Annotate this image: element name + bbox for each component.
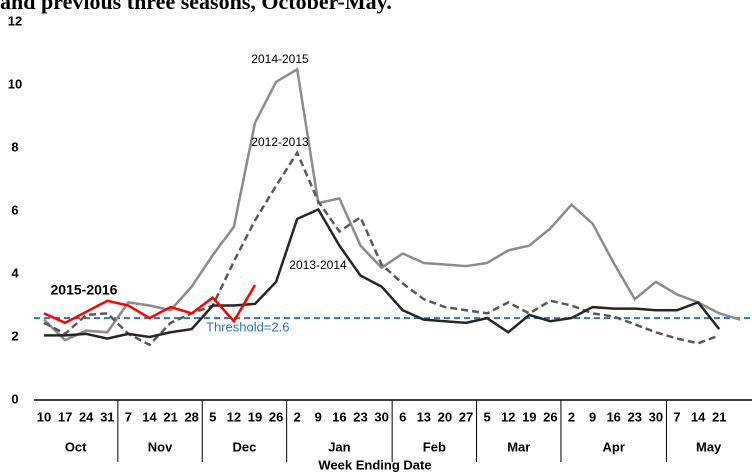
month-label: Dec [233, 439, 257, 454]
x-tick-label: 13 [417, 409, 431, 424]
x-tick-label: 7 [125, 409, 132, 424]
x-tick-label: 5 [483, 409, 490, 424]
x-tick-label: 14 [142, 409, 157, 424]
x-tick-label: 19 [248, 409, 262, 424]
month-label: Nov [148, 439, 173, 454]
x-tick-label: 30 [374, 409, 388, 424]
month-label: Jan [328, 439, 350, 454]
y-tick-label: 8 [11, 139, 18, 154]
y-tick-label: 10 [8, 76, 22, 91]
x-tick-label: 16 [332, 409, 346, 424]
month-label: Mar [507, 439, 530, 454]
x-tick-label: 14 [691, 409, 706, 424]
chart-title: and previous three seasons, October-May. [0, 0, 392, 14]
x-tick-label: 17 [58, 409, 72, 424]
x-tick-label: 12 [501, 409, 515, 424]
x-tick-label: 28 [184, 409, 198, 424]
x-tick-label: 2 [568, 409, 575, 424]
x-tick-label: 7 [673, 409, 680, 424]
month-label: May [696, 439, 722, 454]
x-tick-label: 26 [543, 409, 557, 424]
y-tick-label: 12 [8, 13, 22, 28]
x-tick-label: 6 [399, 409, 406, 424]
series-line [43, 67, 741, 342]
y-tick-label: 2 [11, 328, 18, 343]
x-axis-title: Week Ending Date [318, 457, 431, 472]
x-tick-label: 21 [712, 409, 726, 424]
x-tick-label: 26 [269, 409, 283, 424]
y-tick-label: 4 [11, 265, 19, 280]
x-tick-label: 5 [209, 409, 216, 424]
month-label: Apr [603, 439, 625, 454]
series-line [43, 284, 257, 325]
x-tick-label: 10 [37, 409, 51, 424]
x-tick-label: 21 [163, 409, 177, 424]
threshold-label: Threshold=2.6 [206, 320, 289, 335]
series-line [43, 150, 720, 347]
x-tick-label: 27 [459, 409, 473, 424]
series-label: 2015-2016 [51, 282, 118, 298]
x-tick-label: 9 [315, 409, 322, 424]
month-label: Oct [65, 439, 87, 454]
y-tick-label: 0 [11, 391, 18, 406]
x-tick-label: 23 [628, 409, 642, 424]
x-tick-label: 19 [522, 409, 536, 424]
x-tick-label: 16 [606, 409, 620, 424]
x-tick-label: 9 [589, 409, 596, 424]
series-line [44, 207, 721, 340]
series-label: 2012-2013 [251, 135, 309, 149]
series-label: 2013-2014 [289, 258, 347, 272]
x-tick-label: 23 [353, 409, 367, 424]
x-tick-label: 2 [294, 409, 301, 424]
x-tick-label: 20 [438, 409, 452, 424]
x-tick-label: 24 [79, 409, 94, 424]
x-tick-label: 31 [100, 409, 114, 424]
x-tick-label: 12 [227, 409, 241, 424]
x-tick-label: 30 [649, 409, 663, 424]
series-label: 2014-2015 [251, 52, 309, 66]
month-label: Feb [423, 439, 446, 454]
y-tick-label: 6 [11, 202, 18, 217]
